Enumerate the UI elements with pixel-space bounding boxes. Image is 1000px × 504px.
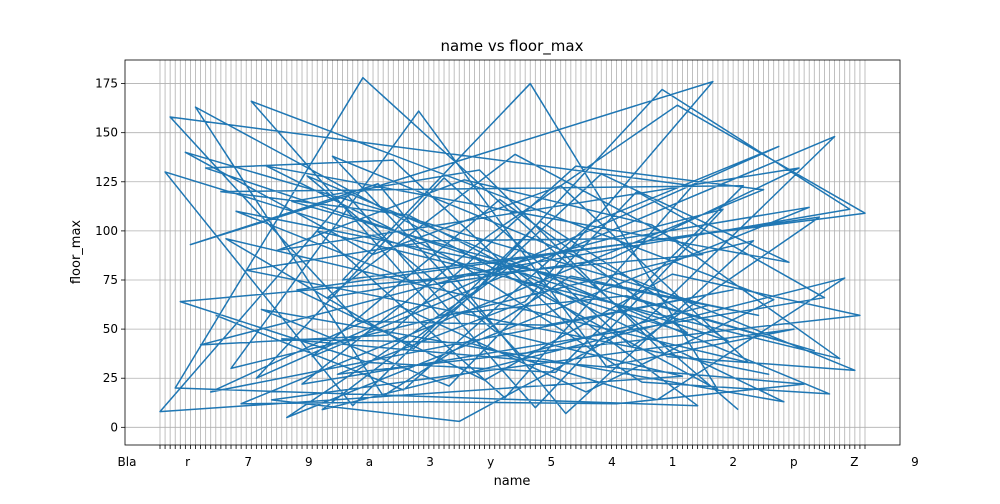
x-tick-label: 4 (608, 455, 616, 469)
x-tick-label: a (366, 455, 373, 469)
x-tick-label: r (185, 455, 190, 469)
y-gridlines (125, 83, 900, 428)
x-tick-label: y (487, 455, 494, 469)
x-tick-label: 7 (244, 455, 252, 469)
x-tick-label: Bla (118, 455, 137, 469)
x-tick-label: p (790, 455, 798, 469)
x-axis-label: name (494, 474, 531, 489)
plot-area-frame (124, 59, 901, 446)
y-tick-label: 175 (95, 77, 118, 91)
x-gridlines (159, 60, 866, 445)
y-tick-label: 0 (110, 420, 118, 434)
x-tick-label: 9 (305, 455, 313, 469)
y-tick-label: 150 (95, 126, 118, 140)
y-tick-label: 75 (103, 273, 118, 287)
y-tick-label: 100 (95, 224, 118, 238)
x-tick-label: 3 (426, 455, 434, 469)
chart-title: name vs floor_max (441, 37, 584, 56)
x-axis-ticks: Bla r 7 9 a 3 y 5 4 1 2 p Z 9 (118, 445, 919, 469)
y-axis-ticks: 0 25 50 75 100 125 150 175 (95, 77, 125, 434)
y-tick-label: 125 (95, 175, 118, 189)
series-line (159, 76, 866, 423)
x-tick-label: 5 (547, 455, 555, 469)
series-layer (159, 76, 866, 423)
x-tick-label: 9 (911, 455, 919, 469)
y-tick-label: 25 (103, 371, 118, 385)
y-axis-label: floor_max (69, 220, 84, 285)
x-tick-label: 1 (669, 455, 677, 469)
y-tick-label: 50 (103, 322, 118, 336)
x-tick-label: 2 (729, 455, 737, 469)
x-tick-label: Z (850, 455, 858, 469)
